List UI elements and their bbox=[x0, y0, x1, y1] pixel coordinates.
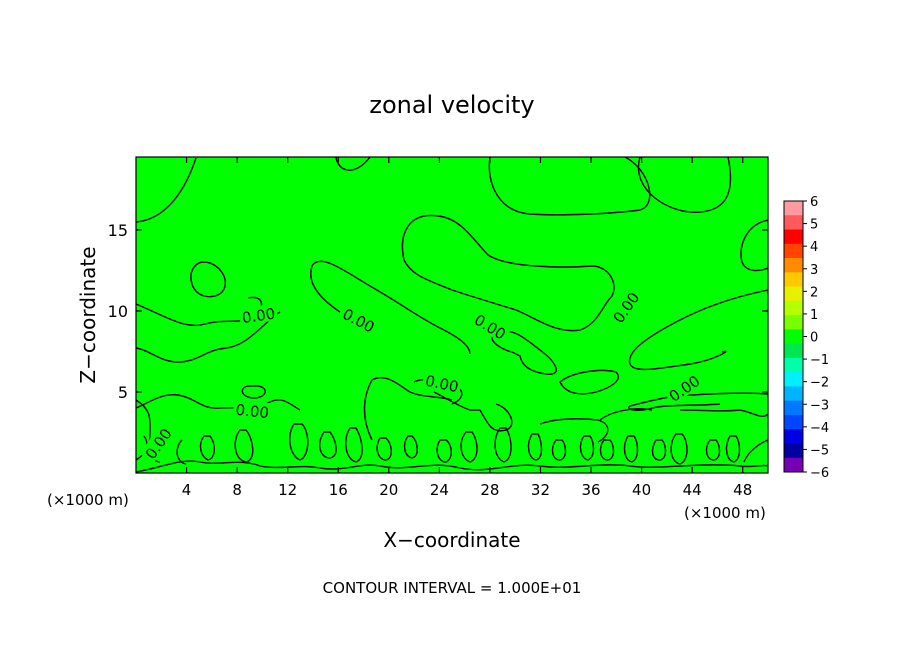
contour-label-bg bbox=[607, 286, 644, 328]
x-tick-label: 44 bbox=[683, 481, 702, 499]
colorbar-label: −2 bbox=[810, 376, 829, 391]
x-tick-label: 8 bbox=[232, 481, 242, 499]
colorbar-label: 4 bbox=[810, 240, 818, 255]
colorbar-swatch bbox=[784, 414, 803, 430]
colorbar-label: 1 bbox=[810, 308, 818, 323]
x-axis-label: X−coordinate bbox=[383, 528, 520, 552]
x-tick-label: 12 bbox=[278, 481, 297, 499]
colorbar-swatch bbox=[784, 229, 803, 245]
plot-frame bbox=[135, 156, 769, 474]
colorbar-label: −4 bbox=[810, 421, 829, 436]
colorbar-swatch bbox=[784, 400, 803, 416]
plot-fill bbox=[136, 157, 768, 473]
contour-label-bg bbox=[663, 369, 705, 406]
x-tick-label: 32 bbox=[531, 481, 550, 499]
colorbar-label: −5 bbox=[810, 443, 829, 458]
colorbar-swatch bbox=[784, 272, 803, 287]
x-unit-right: (×1000 m) bbox=[684, 504, 766, 522]
colorbar-swatch bbox=[784, 243, 803, 259]
contour-label: 0.00 bbox=[238, 303, 279, 327]
contour-label-text: 0.00 bbox=[241, 305, 277, 327]
x-tick-label: 40 bbox=[632, 481, 651, 499]
colorbar-swatch bbox=[784, 457, 803, 473]
contour-label: 0.00 bbox=[232, 399, 273, 422]
colorbar-swatch bbox=[784, 258, 803, 273]
colorbar-label: 2 bbox=[810, 285, 818, 300]
contour-label-bg bbox=[470, 308, 512, 344]
colorbar-swatch bbox=[784, 300, 803, 316]
x-tick-label: 28 bbox=[480, 481, 499, 499]
colorbar-swatch bbox=[784, 372, 803, 387]
x-tick-label: 24 bbox=[430, 481, 449, 499]
colorbar-label: 3 bbox=[810, 263, 818, 278]
x-unit-left: (×1000 m) bbox=[47, 491, 129, 509]
y-tick-label: 5 bbox=[118, 383, 128, 402]
colorbar-label: 6 bbox=[810, 195, 818, 210]
x-tick-label: 36 bbox=[581, 481, 600, 499]
colorbar-swatch bbox=[784, 329, 803, 345]
y-axis-label: Z−coordinate bbox=[76, 246, 100, 383]
chart-title: zonal velocity bbox=[369, 91, 534, 119]
contour-label-bg bbox=[338, 302, 380, 336]
contour-label-bg bbox=[421, 370, 463, 395]
colorbar-label: 0 bbox=[810, 331, 818, 346]
colorbar-swatch bbox=[784, 286, 803, 302]
contour-interval-note: CONTOUR INTERVAL = 1.000E+01 bbox=[323, 579, 582, 597]
colorbar-swatch bbox=[784, 343, 803, 359]
y-axis: 5 10 15 bbox=[108, 221, 768, 402]
x-tick-label: 48 bbox=[733, 481, 752, 499]
x-tick-label: 16 bbox=[329, 481, 348, 499]
contour-label-bg bbox=[238, 303, 279, 326]
colorbar-label: −1 bbox=[810, 353, 829, 368]
colorbar-swatch bbox=[784, 315, 803, 330]
contour-label-bg bbox=[232, 399, 273, 421]
colorbar: 6 5 4 3 2 1 0 −1 −2 −3 −4 −5 −6 bbox=[783, 195, 829, 481]
colorbar-swatch bbox=[784, 386, 803, 402]
y-tick-label: 15 bbox=[108, 221, 128, 240]
colorbar-swatch bbox=[784, 443, 803, 459]
x-tick-label: 20 bbox=[379, 481, 398, 499]
colorbar-swatch bbox=[784, 357, 803, 373]
colorbar-swatch bbox=[784, 215, 803, 230]
contour-label-text: 0.00 bbox=[235, 401, 270, 422]
colorbar-label: −6 bbox=[810, 466, 829, 481]
x-tick-label: 4 bbox=[182, 481, 192, 499]
y-tick-label: 10 bbox=[108, 302, 128, 321]
contour-label-bg bbox=[139, 422, 176, 464]
x-axis: 4 8 12 16 20 24 28 32 36 40 44 48 bbox=[182, 157, 752, 499]
colorbar-swatch bbox=[784, 201, 803, 216]
colorbar-label: −3 bbox=[810, 398, 829, 413]
colorbar-swatch bbox=[784, 429, 803, 444]
colorbar-label: 5 bbox=[810, 218, 818, 233]
